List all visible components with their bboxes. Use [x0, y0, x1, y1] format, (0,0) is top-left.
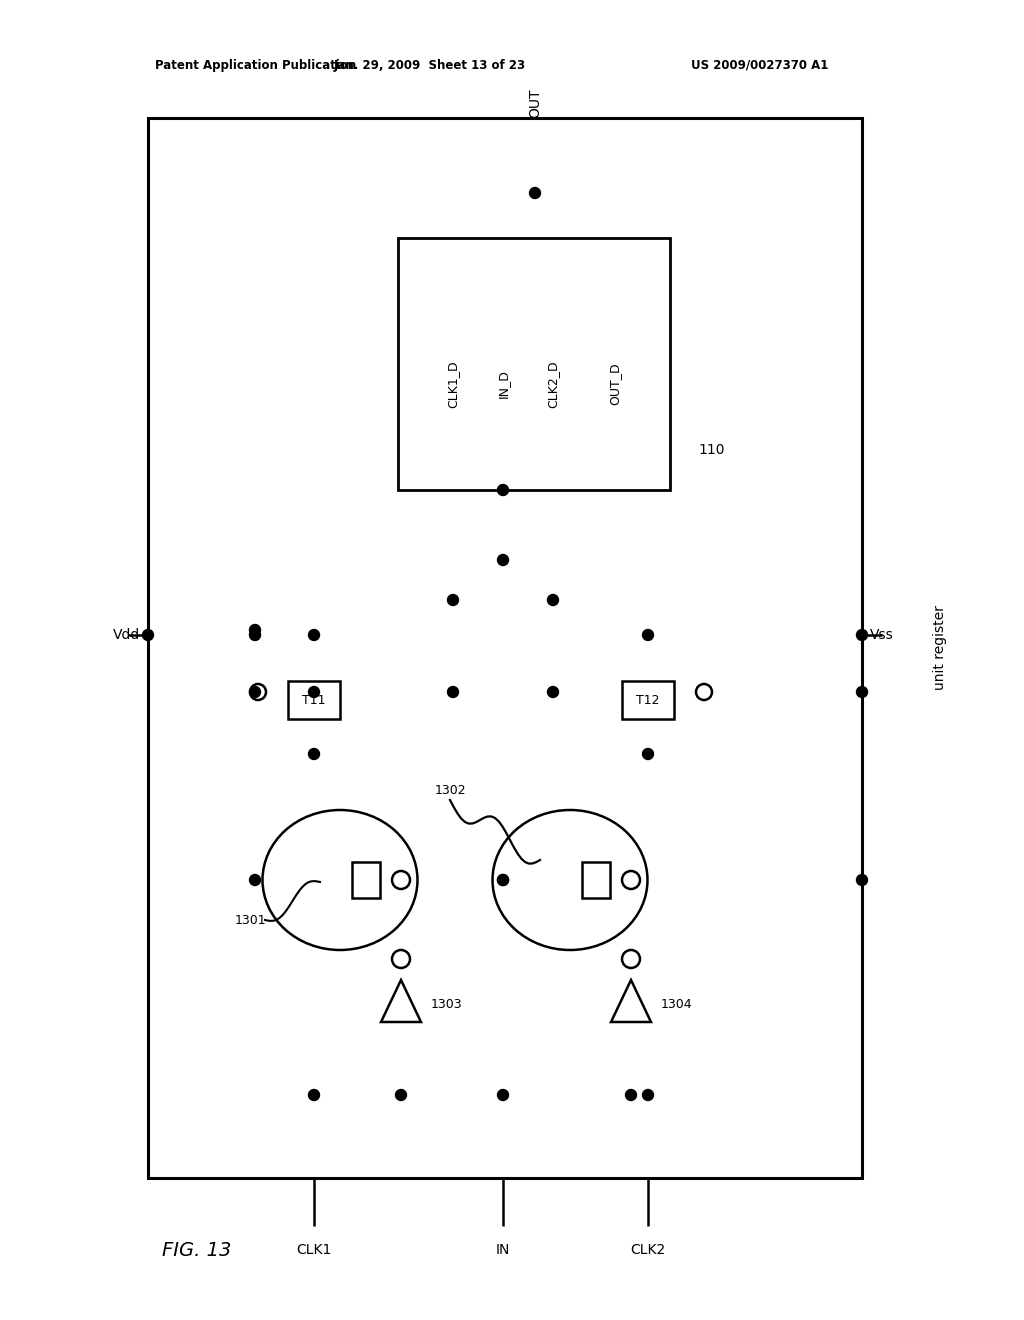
Circle shape — [548, 594, 558, 606]
Text: OUT_D: OUT_D — [608, 363, 622, 405]
Circle shape — [548, 686, 558, 697]
Text: T11: T11 — [302, 693, 326, 706]
Text: 1304: 1304 — [662, 998, 692, 1011]
Text: Vdd: Vdd — [113, 628, 140, 642]
Bar — [148, 117, 862, 1177]
Circle shape — [626, 1089, 637, 1101]
Text: IN: IN — [496, 1243, 510, 1257]
Circle shape — [250, 624, 260, 635]
Circle shape — [250, 874, 260, 886]
Text: 110: 110 — [698, 444, 725, 457]
Circle shape — [856, 686, 867, 697]
Circle shape — [308, 748, 319, 759]
Circle shape — [308, 1089, 319, 1101]
Bar — [622, 681, 674, 719]
Polygon shape — [611, 979, 651, 1022]
Circle shape — [498, 874, 509, 886]
Circle shape — [250, 686, 260, 697]
Circle shape — [447, 594, 459, 606]
Circle shape — [142, 630, 154, 640]
Circle shape — [856, 874, 867, 886]
Circle shape — [642, 630, 653, 640]
Text: US 2009/0027370 A1: US 2009/0027370 A1 — [691, 58, 828, 71]
Circle shape — [642, 748, 653, 759]
Circle shape — [498, 554, 509, 565]
Circle shape — [529, 187, 541, 198]
Text: CLK1_D: CLK1_D — [446, 360, 460, 408]
Text: 1303: 1303 — [431, 998, 463, 1011]
Text: FIG. 13: FIG. 13 — [162, 1241, 231, 1259]
Text: unit register: unit register — [933, 606, 947, 690]
Text: CLK2: CLK2 — [631, 1243, 666, 1257]
Circle shape — [250, 630, 260, 640]
Circle shape — [856, 630, 867, 640]
Bar — [352, 862, 380, 898]
Text: CLK2_D: CLK2_D — [547, 360, 559, 408]
Circle shape — [308, 686, 319, 697]
Text: IN_D: IN_D — [497, 370, 510, 399]
Circle shape — [498, 484, 509, 495]
Circle shape — [498, 1089, 509, 1101]
Bar — [582, 862, 610, 898]
Bar — [398, 238, 670, 490]
Polygon shape — [381, 979, 421, 1022]
Circle shape — [395, 1089, 407, 1101]
Circle shape — [447, 686, 459, 697]
Circle shape — [498, 874, 509, 886]
Text: CLK1: CLK1 — [296, 1243, 332, 1257]
Ellipse shape — [493, 810, 647, 950]
Text: Vss: Vss — [870, 628, 894, 642]
Ellipse shape — [262, 810, 418, 950]
Text: OUT: OUT — [528, 88, 542, 117]
Text: Patent Application Publication: Patent Application Publication — [155, 58, 356, 71]
Text: T12: T12 — [636, 693, 659, 706]
Text: Jan. 29, 2009  Sheet 13 of 23: Jan. 29, 2009 Sheet 13 of 23 — [334, 58, 526, 71]
Bar — [288, 681, 340, 719]
Text: 1302: 1302 — [434, 784, 466, 796]
Circle shape — [642, 1089, 653, 1101]
Text: 1301: 1301 — [234, 913, 266, 927]
Circle shape — [308, 630, 319, 640]
